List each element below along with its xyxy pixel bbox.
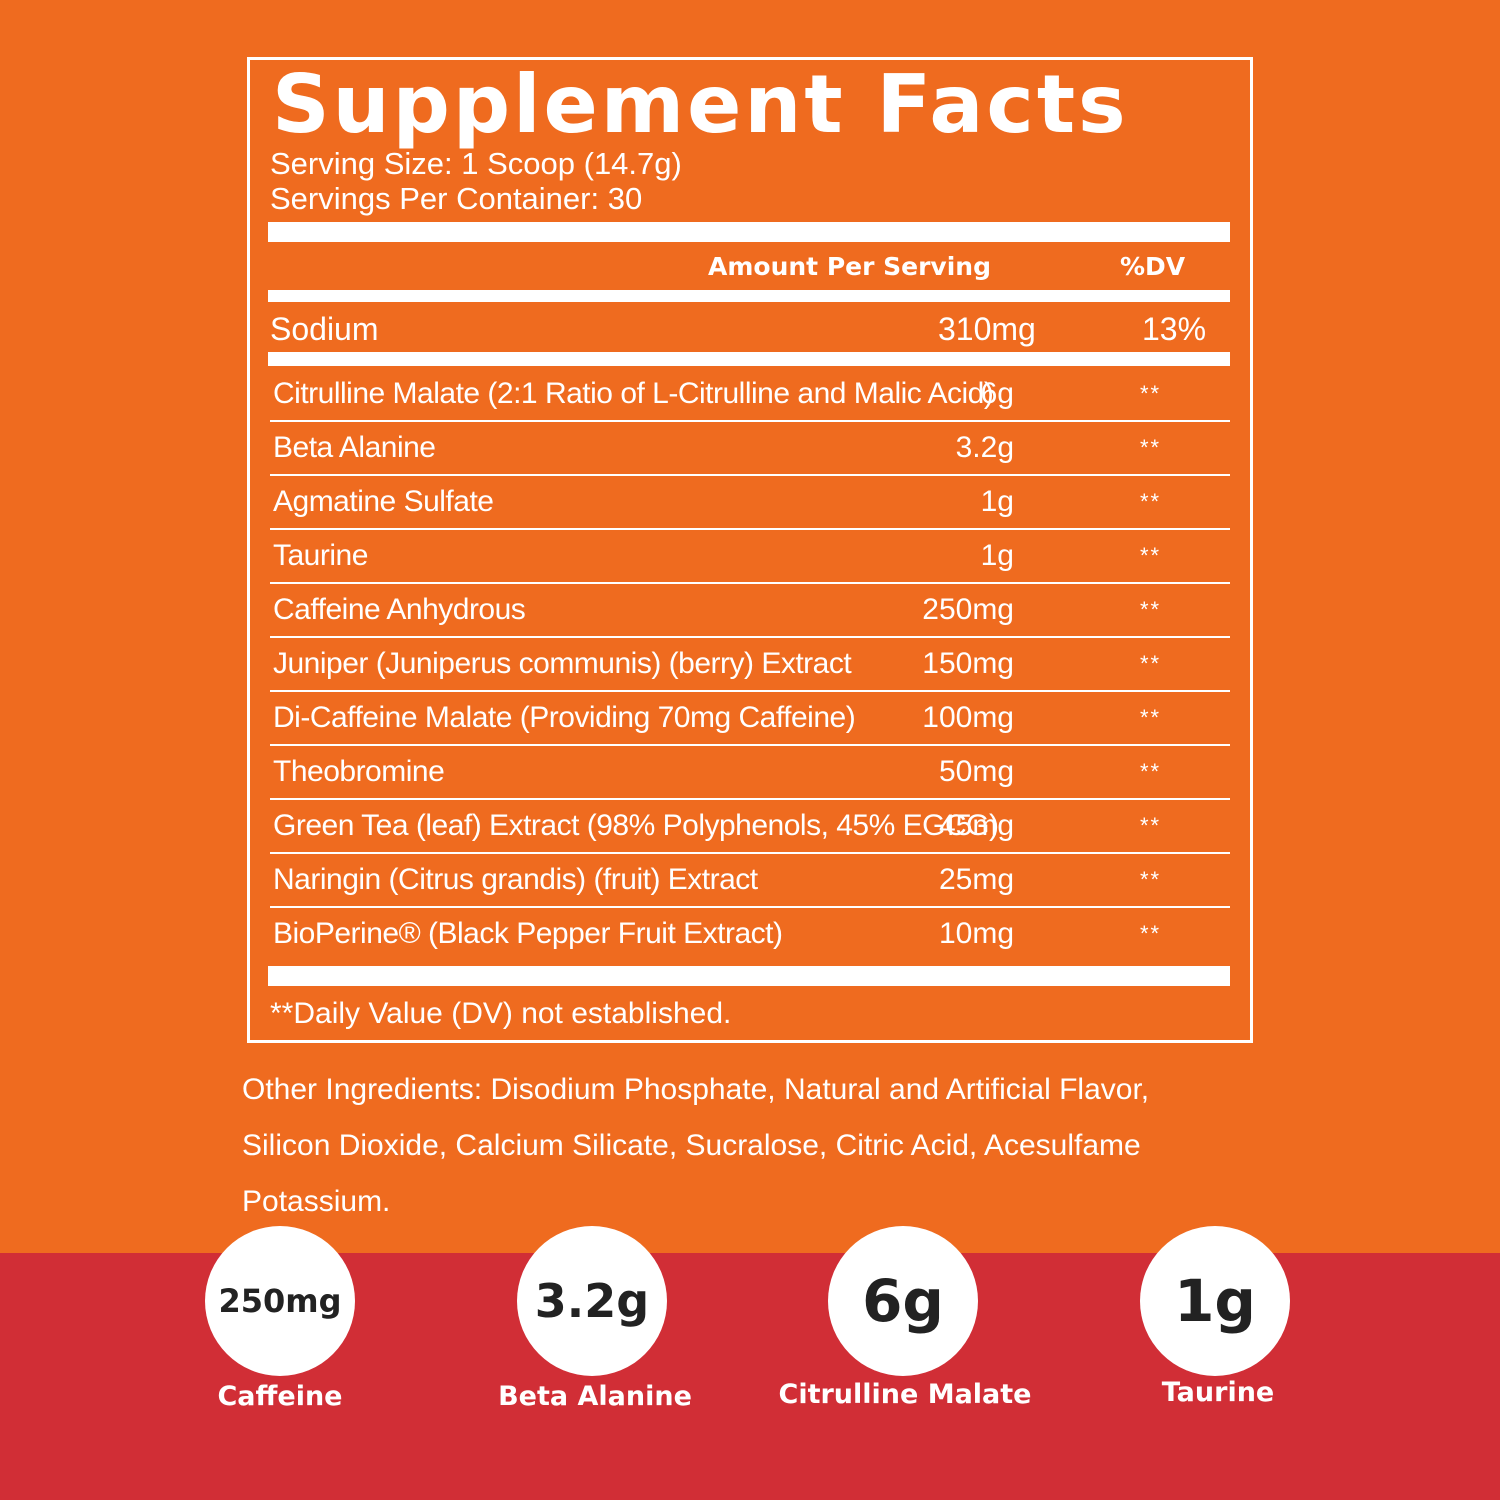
ingredient-name: Naringin (Citrus grandis) (fruit) Extrac…: [273, 863, 758, 896]
ingredient-amount: 100mg: [922, 701, 1014, 734]
ingredient-dv: **: [1140, 597, 1162, 622]
ingredient-row: Juniper (Juniperus communis) (berry) Ext…: [270, 638, 1230, 692]
highlight-label: Taurine: [1161, 1377, 1275, 1408]
ingredient-row: Di-Caffeine Malate (Providing 70mg Caffe…: [270, 692, 1230, 746]
ingredient-amount: 6g: [980, 377, 1014, 410]
ingredient-row: Naringin (Citrus grandis) (fruit) Extrac…: [270, 854, 1230, 908]
ingredient-name: Taurine: [273, 539, 368, 572]
ingredient-row: BioPerine® (Black Pepper Fruit Extract) 1…: [270, 908, 1230, 960]
ingredient-dv: **: [1140, 381, 1162, 406]
highlight-circle: 3.2g: [517, 1226, 667, 1376]
ingredient-name: Citrulline Malate (2:1 Ratio of L-Citrul…: [273, 377, 994, 410]
ingredient-name: BioPerine® (Black Pepper Fruit Extract): [273, 917, 783, 950]
ingredient-amount: 10mg: [938, 917, 1014, 950]
ingredient-row: Green Tea (leaf) Extract (98% Polyphenol…: [270, 800, 1230, 854]
supplement-facts-panel: [247, 57, 1253, 1043]
servings-per-container: Servings Per Container: 30: [270, 181, 643, 216]
ingredient-dv: **: [1140, 867, 1162, 892]
sodium-dv: 13%: [1142, 311, 1207, 347]
ingredient-dv: **: [1140, 759, 1162, 784]
sodium-name: Sodium: [270, 311, 379, 347]
ingredients-list: Citrulline Malate (2:1 Ratio of L-Citrul…: [270, 368, 1230, 960]
ingredient-dv: **: [1140, 489, 1162, 514]
highlight-circle: 250mg: [205, 1226, 355, 1376]
ingredient-name: Juniper (Juniperus communis) (berry) Ext…: [273, 647, 852, 680]
ingredient-amount: 45mg: [938, 809, 1014, 842]
highlight-label: Beta Alanine: [498, 1381, 692, 1412]
highlight-label: Citrulline Malate: [778, 1379, 1032, 1410]
dv-header: %DV: [1120, 252, 1186, 281]
sodium-row: Sodium 310mg 13%: [270, 306, 1228, 352]
ingredient-amount: 1g: [980, 539, 1014, 572]
ingredient-amount: 25mg: [938, 863, 1014, 896]
ingredient-row: Taurine 1g **: [270, 530, 1230, 584]
ingredient-dv: **: [1140, 705, 1162, 730]
ingredient-row: Agmatine Sulfate 1g **: [270, 476, 1230, 530]
ingredient-amount: 3.2g: [955, 431, 1014, 464]
divider-thick: [268, 966, 1230, 986]
ingredient-name: Green Tea (leaf) Extract (98% Polyphenol…: [273, 809, 999, 842]
amount-per-serving-header: Amount Per Serving: [708, 252, 991, 281]
ingredient-name: Agmatine Sulfate: [273, 485, 494, 518]
other-ingredients: Other Ingredients: Disodium Phosphate, N…: [242, 1073, 1150, 1218]
divider-medium: [268, 352, 1230, 366]
divider-medium: [268, 290, 1230, 302]
ingredient-name: Beta Alanine: [273, 431, 436, 464]
ingredient-amount: 1g: [980, 485, 1014, 518]
ingredient-dv: **: [1140, 921, 1162, 946]
ingredient-row: Caffeine Anhydrous 250mg **: [270, 584, 1230, 638]
ingredient-dv: **: [1140, 543, 1162, 568]
highlight-circle: 6g: [828, 1226, 978, 1376]
divider-thick: [268, 222, 1230, 242]
highlight-circle: 1g: [1140, 1226, 1290, 1376]
ingredient-dv: **: [1140, 813, 1162, 838]
dv-footnote: **Daily Value (DV) not established.: [270, 997, 732, 1030]
ingredient-row: Citrulline Malate (2:1 Ratio of L-Citrul…: [270, 368, 1230, 422]
ingredient-name: Di-Caffeine Malate (Providing 70mg Caffe…: [273, 701, 856, 734]
serving-size: Serving Size: 1 Scoop (14.7g): [270, 146, 682, 181]
ingredient-name: Theobromine: [273, 755, 445, 788]
highlight-label: Caffeine: [217, 1381, 343, 1412]
ingredient-amount: 150mg: [922, 647, 1014, 680]
ingredient-row: Theobromine 50mg **: [270, 746, 1230, 800]
ingredient-amount: 50mg: [938, 755, 1014, 788]
ingredient-dv: **: [1140, 651, 1162, 676]
ingredient-name: Caffeine Anhydrous: [273, 593, 526, 626]
ingredient-dv: **: [1140, 435, 1162, 460]
panel-title: Supplement Facts: [272, 58, 1129, 151]
sodium-amount: 310mg: [938, 311, 1036, 347]
ingredient-row: Beta Alanine 3.2g **: [270, 422, 1230, 476]
ingredient-amount: 250mg: [922, 593, 1014, 626]
